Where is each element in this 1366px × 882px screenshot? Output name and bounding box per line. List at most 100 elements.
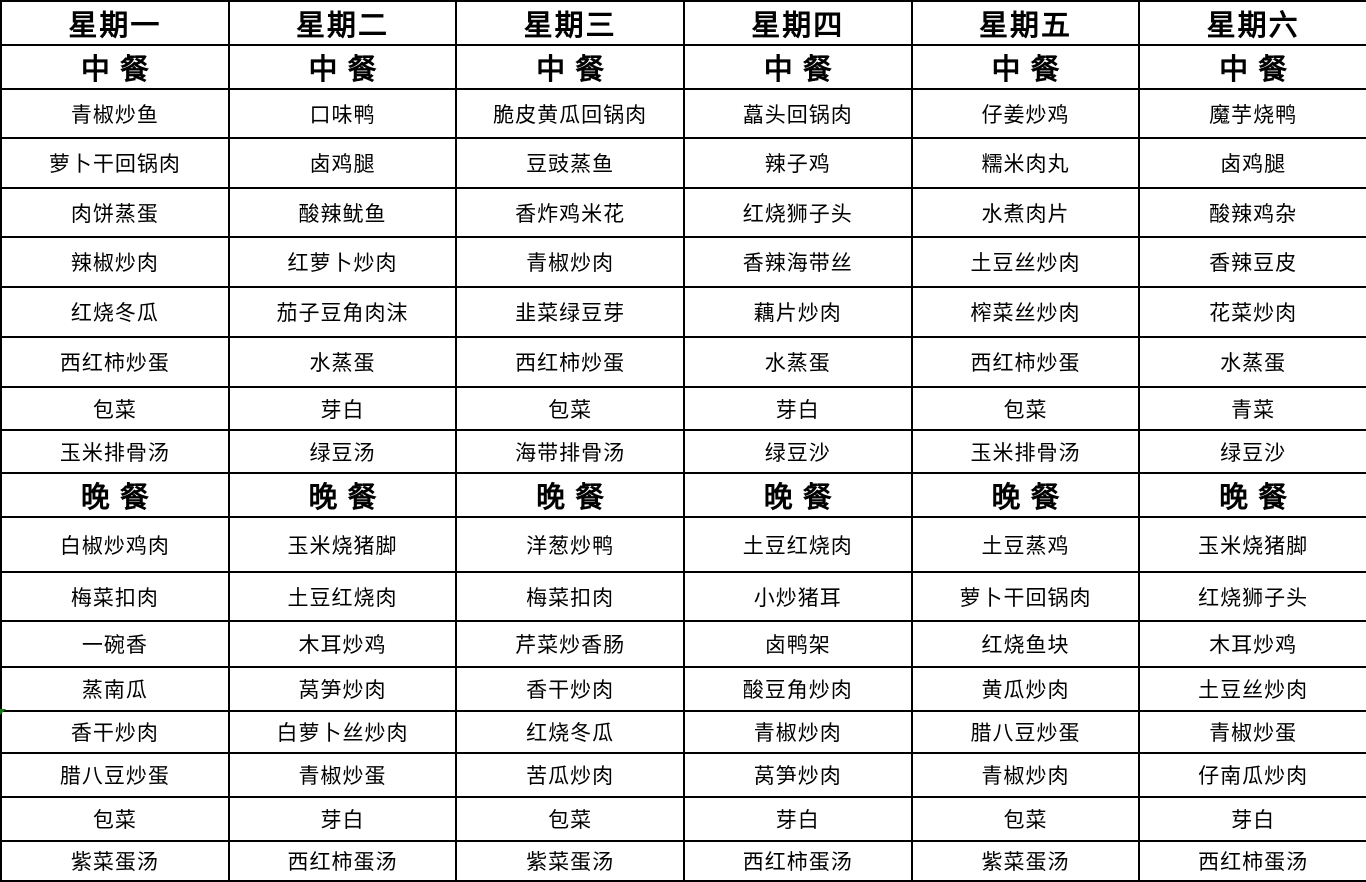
lunch-section-header: 中餐 <box>1138 44 1366 90</box>
lunch-item: 西红柿炒蛋 <box>0 336 230 388</box>
dinner-item: 白萝卜丝炒肉 <box>227 710 458 754</box>
lunch-item: 玉米排骨汤 <box>0 429 230 474</box>
lunch-item: 包菜 <box>910 386 1141 431</box>
dinner-item: 土豆蒸鸡 <box>910 516 1141 573</box>
dinner-item: 紫菜蛋汤 <box>455 840 685 882</box>
dinner-section-header: 晚餐 <box>227 472 458 518</box>
lunch-section-header: 中餐 <box>455 44 685 90</box>
table-row: 西红柿炒蛋 水蒸蛋 西红柿炒蛋 水蒸蛋 西红柿炒蛋 水蒸蛋 <box>0 336 1366 388</box>
lunch-item: 藕片炒肉 <box>682 286 913 338</box>
lunch-item: 红烧狮子头 <box>682 187 913 238</box>
dinner-item: 白椒炒鸡肉 <box>0 516 230 573</box>
dinner-item: 红烧狮子头 <box>1138 571 1366 622</box>
lunch-item: 藠头回锅肉 <box>682 88 913 139</box>
dinner-item: 卤鸭架 <box>682 620 913 668</box>
dinner-item: 萝卜干回锅肉 <box>910 571 1141 622</box>
dinner-item: 芽白 <box>227 796 458 842</box>
day-header: 星期四 <box>682 0 913 46</box>
dinner-item: 包菜 <box>455 796 685 842</box>
lunch-item: 水蒸蛋 <box>682 336 913 388</box>
dinner-item: 莴笋炒肉 <box>227 666 458 712</box>
table-row: 晚餐 晚餐 晚餐 晚餐 晚餐 晚餐 <box>0 472 1366 518</box>
dinner-item: 木耳炒鸡 <box>227 620 458 668</box>
lunch-item: 辣椒炒肉 <box>0 236 230 288</box>
dinner-item: 洋葱炒鸭 <box>455 516 685 573</box>
lunch-item: 绿豆沙 <box>682 429 913 474</box>
lunch-item: 西红柿炒蛋 <box>910 336 1141 388</box>
dinner-item: 腊八豆炒蛋 <box>910 710 1141 754</box>
lunch-item: 青菜 <box>1138 386 1366 431</box>
lunch-item: 海带排骨汤 <box>455 429 685 474</box>
dinner-item: 黄瓜炒肉 <box>910 666 1141 712</box>
dinner-item: 红烧鱼块 <box>910 620 1141 668</box>
lunch-item: 青椒炒鱼 <box>0 88 230 139</box>
lunch-item: 茄子豆角肉沫 <box>227 286 458 338</box>
lunch-item: 玉米排骨汤 <box>910 429 1141 474</box>
table-row: 蒸南瓜 莴笋炒肉 香干炒肉 酸豆角炒肉 黄瓜炒肉 土豆丝炒肉 <box>0 666 1366 712</box>
dinner-item: 青椒炒肉 <box>682 710 913 754</box>
lunch-item: 绿豆汤 <box>227 429 458 474</box>
dinner-item: 土豆红烧肉 <box>227 571 458 622</box>
dinner-item: 芹菜炒香肠 <box>455 620 685 668</box>
lunch-item: 豆豉蒸鱼 <box>455 137 685 189</box>
lunch-item: 榨菜丝炒肉 <box>910 286 1141 338</box>
dinner-section-header: 晚餐 <box>1138 472 1366 518</box>
lunch-section-header: 中餐 <box>0 44 230 90</box>
lunch-item: 脆皮黄瓜回锅肉 <box>455 88 685 139</box>
dinner-item: 西红柿蛋汤 <box>227 840 458 882</box>
dinner-section-header: 晚餐 <box>455 472 685 518</box>
lunch-item: 香辣豆皮 <box>1138 236 1366 288</box>
table-row: 梅菜扣肉 土豆红烧肉 梅菜扣肉 小炒猪耳 萝卜干回锅肉 红烧狮子头 <box>0 571 1366 622</box>
dinner-item: 酸豆角炒肉 <box>682 666 913 712</box>
day-header: 星期一 <box>0 0 230 46</box>
dinner-section-header: 晚餐 <box>0 472 230 518</box>
dinner-item: 包菜 <box>0 796 230 842</box>
lunch-item: 包菜 <box>455 386 685 431</box>
dinner-item: 玉米烧猪脚 <box>227 516 458 573</box>
dinner-item: 木耳炒鸡 <box>1138 620 1366 668</box>
lunch-item: 辣子鸡 <box>682 137 913 189</box>
lunch-item: 西红柿炒蛋 <box>455 336 685 388</box>
dinner-item: 青椒炒肉 <box>910 752 1141 798</box>
dinner-item: 小炒猪耳 <box>682 571 913 622</box>
dinner-item: 梅菜扣肉 <box>0 571 230 622</box>
lunch-item: 仔姜炒鸡 <box>910 88 1141 139</box>
lunch-item: 酸辣鱿鱼 <box>227 187 458 238</box>
lunch-section-header: 中餐 <box>910 44 1141 90</box>
lunch-item: 卤鸡腿 <box>227 137 458 189</box>
table-row: 星期一 星期二 星期三 星期四 星期五 星期六 <box>0 0 1366 46</box>
dinner-item: 芽白 <box>1138 796 1366 842</box>
table-row: 紫菜蛋汤 西红柿蛋汤 紫菜蛋汤 西红柿蛋汤 紫菜蛋汤 西红柿蛋汤 <box>0 840 1366 882</box>
lunch-item: 土豆丝炒肉 <box>910 236 1141 288</box>
dinner-section-header: 晚餐 <box>910 472 1141 518</box>
lunch-section-header: 中餐 <box>682 44 913 90</box>
dinner-item: 土豆丝炒肉 <box>1138 666 1366 712</box>
day-header: 星期三 <box>455 0 685 46</box>
dinner-item: 西红柿蛋汤 <box>1138 840 1366 882</box>
lunch-item: 红萝卜炒肉 <box>227 236 458 288</box>
dinner-item: 紫菜蛋汤 <box>910 840 1141 882</box>
dinner-item: 青椒炒蛋 <box>227 752 458 798</box>
dinner-section-header: 晚餐 <box>682 472 913 518</box>
day-header: 星期五 <box>910 0 1141 46</box>
lunch-item: 水煮肉片 <box>910 187 1141 238</box>
lunch-section-header: 中餐 <box>227 44 458 90</box>
table-row: 辣椒炒肉 红萝卜炒肉 青椒炒肉 香辣海带丝 土豆丝炒肉 香辣豆皮 <box>0 236 1366 288</box>
table-row: 玉米排骨汤 绿豆汤 海带排骨汤 绿豆沙 玉米排骨汤 绿豆沙 <box>0 429 1366 474</box>
dinner-item: 腊八豆炒蛋 <box>0 752 230 798</box>
lunch-item: 萝卜干回锅肉 <box>0 137 230 189</box>
table-row: 肉饼蒸蛋 酸辣鱿鱼 香炸鸡米花 红烧狮子头 水煮肉片 酸辣鸡杂 <box>0 187 1366 238</box>
day-header: 星期二 <box>227 0 458 46</box>
lunch-item: 水蒸蛋 <box>1138 336 1366 388</box>
lunch-item: 卤鸡腿 <box>1138 137 1366 189</box>
table-row: 香干炒肉 白萝卜丝炒肉 红烧冬瓜 青椒炒肉 腊八豆炒蛋 青椒炒蛋 <box>0 710 1366 754</box>
lunch-item: 酸辣鸡杂 <box>1138 187 1366 238</box>
lunch-item: 芽白 <box>682 386 913 431</box>
dinner-item: 芽白 <box>682 796 913 842</box>
dinner-item: 紫菜蛋汤 <box>0 840 230 882</box>
dinner-item: 玉米烧猪脚 <box>1138 516 1366 573</box>
lunch-item: 花菜炒肉 <box>1138 286 1366 338</box>
lunch-item: 肉饼蒸蛋 <box>0 187 230 238</box>
table-row: 红烧冬瓜 茄子豆角肉沫 韭菜绿豆芽 藕片炒肉 榨菜丝炒肉 花菜炒肉 <box>0 286 1366 338</box>
